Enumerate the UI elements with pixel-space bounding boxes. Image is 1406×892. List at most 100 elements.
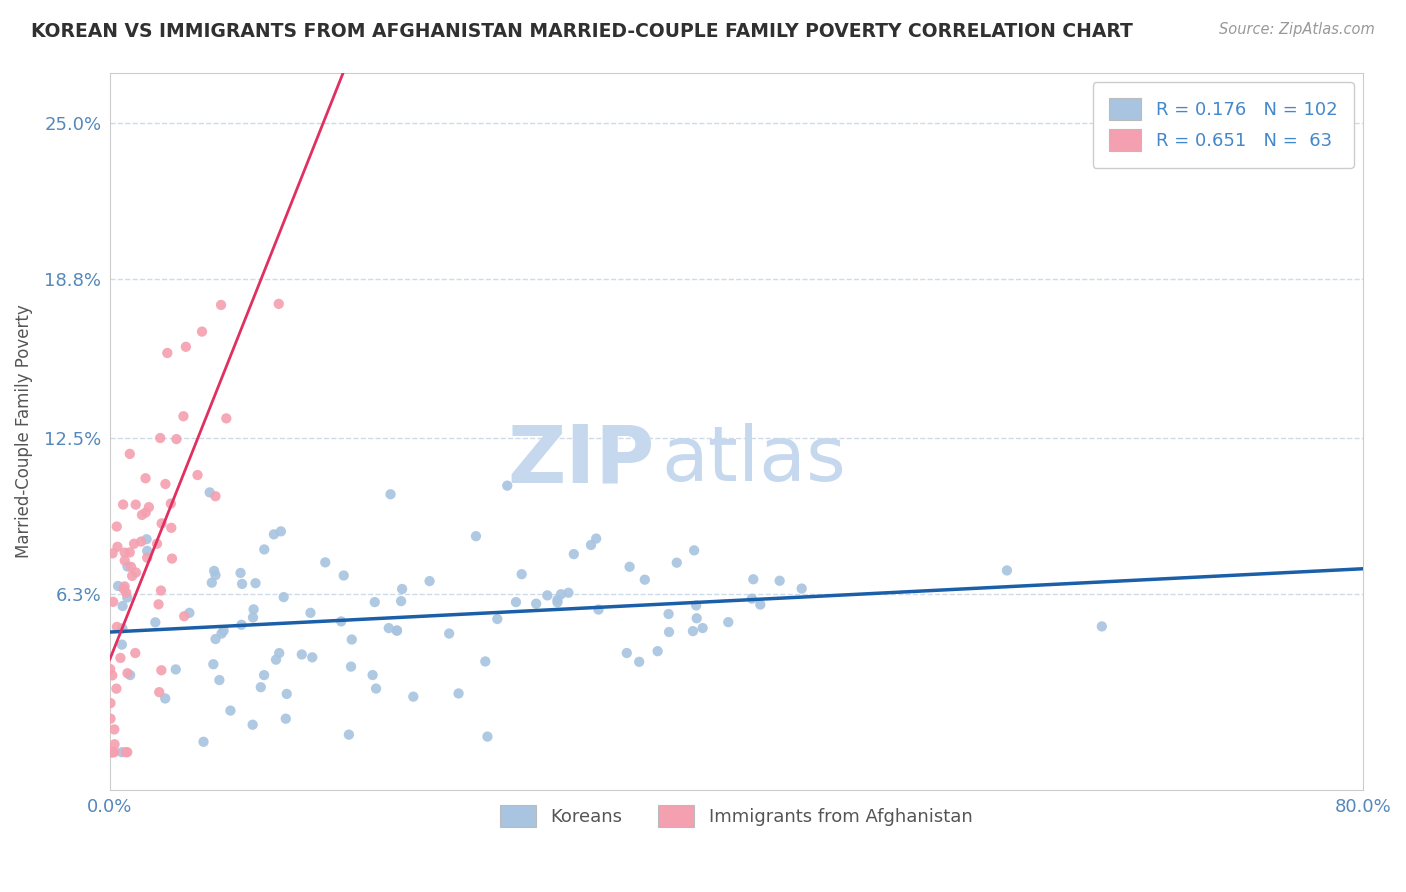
Point (111, 638, 134, 652)
Point (111, 745, 134, 759)
Point (647, 644, 669, 658)
Point (682, 624, 704, 639)
Point (117, 745, 139, 759)
Point (557, 586, 579, 600)
Point (148, 597, 170, 611)
Point (118, 545, 141, 559)
Point (269, 646, 291, 660)
Point (202, 564, 225, 578)
Point (105, 519, 128, 533)
Point (204, 632, 226, 646)
Point (155, 477, 177, 491)
Point (114, 546, 136, 560)
Point (628, 655, 651, 669)
Point (101, 745, 124, 759)
Point (330, 615, 353, 629)
Point (201, 575, 224, 590)
Point (112, 582, 135, 596)
Point (242, 602, 264, 616)
Point (209, 298, 232, 312)
Point (208, 673, 231, 687)
Point (253, 542, 276, 557)
Point (150, 516, 173, 531)
Point (291, 648, 314, 662)
Point (136, 544, 159, 558)
Point (135, 533, 157, 547)
Point (402, 690, 425, 704)
Point (496, 478, 519, 492)
Point (160, 551, 183, 566)
Point (125, 498, 148, 512)
Point (111, 622, 134, 636)
Point (242, 717, 264, 731)
Point (100, 745, 122, 759)
Point (117, 559, 139, 574)
Point (159, 497, 181, 511)
Point (267, 297, 290, 311)
Point (186, 468, 208, 483)
Point (114, 553, 136, 567)
Point (131, 508, 153, 522)
Point (465, 529, 488, 543)
Point (165, 662, 187, 676)
Point (98, 662, 121, 676)
Point (380, 487, 402, 501)
Point (215, 411, 238, 425)
Point (101, 546, 124, 560)
Text: KOREAN VS IMMIGRANTS FROM AFGHANISTAN MARRIED-COUPLE FAMILY POVERTY CORRELATION : KOREAN VS IMMIGRANTS FROM AFGHANISTAN MA… (31, 22, 1133, 41)
Point (585, 532, 607, 546)
Point (299, 606, 322, 620)
Point (124, 646, 146, 660)
Point (110, 651, 132, 665)
Point (364, 681, 387, 696)
Point (107, 540, 129, 554)
Point (245, 576, 267, 591)
Point (160, 521, 183, 535)
Point (125, 566, 148, 580)
Point (156, 346, 179, 360)
Point (105, 681, 128, 696)
Legend: Koreans, Immigrants from Afghanistan: Koreans, Immigrants from Afghanistan (492, 798, 980, 835)
Point (111, 599, 134, 613)
Point (166, 432, 188, 446)
Point (550, 587, 572, 601)
Point (685, 599, 707, 613)
Point (212, 624, 235, 638)
Point (546, 592, 568, 607)
Point (103, 737, 125, 751)
Point (579, 538, 602, 552)
Point (477, 730, 499, 744)
Point (337, 728, 360, 742)
Point (332, 568, 354, 582)
Point (391, 582, 413, 596)
Point (616, 646, 638, 660)
Point (121, 569, 143, 583)
Point (115, 745, 138, 759)
Point (107, 579, 129, 593)
Point (231, 577, 253, 591)
Text: atlas: atlas (661, 423, 846, 497)
Point (118, 447, 141, 461)
Text: ZIP: ZIP (508, 421, 655, 500)
Point (112, 498, 135, 512)
Point (749, 598, 772, 612)
Point (447, 686, 470, 700)
Point (149, 431, 172, 445)
Point (276, 687, 298, 701)
Point (505, 595, 527, 609)
Point (546, 595, 568, 609)
Point (219, 704, 242, 718)
Point (742, 572, 765, 586)
Point (229, 566, 252, 580)
Point (524, 597, 547, 611)
Point (769, 574, 792, 588)
Point (486, 612, 509, 626)
Point (717, 615, 740, 629)
Point (204, 489, 226, 503)
Point (270, 524, 292, 539)
Point (361, 668, 384, 682)
Point (634, 573, 657, 587)
Point (150, 663, 173, 677)
Point (665, 556, 688, 570)
Point (101, 745, 124, 759)
